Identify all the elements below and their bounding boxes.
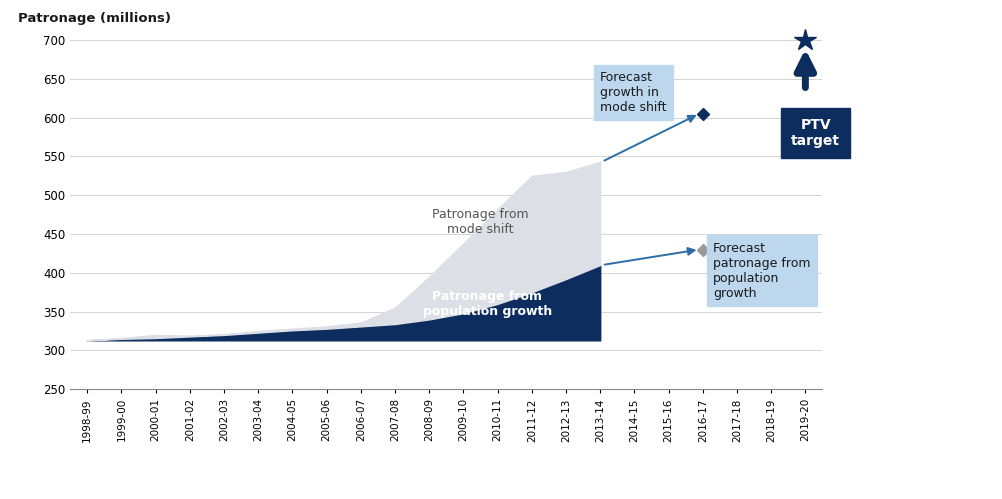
Text: Forecast
growth in
mode shift: Forecast growth in mode shift [599, 71, 666, 114]
Text: PTV
target: PTV target [791, 118, 840, 148]
Text: Patronage (millions): Patronage (millions) [17, 12, 170, 25]
Text: Forecast
patronage from
population
growth: Forecast patronage from population growt… [712, 242, 810, 300]
Text: Patronage from
population growth: Patronage from population growth [422, 290, 551, 318]
Text: Patronage from
mode shift: Patronage from mode shift [432, 208, 528, 237]
